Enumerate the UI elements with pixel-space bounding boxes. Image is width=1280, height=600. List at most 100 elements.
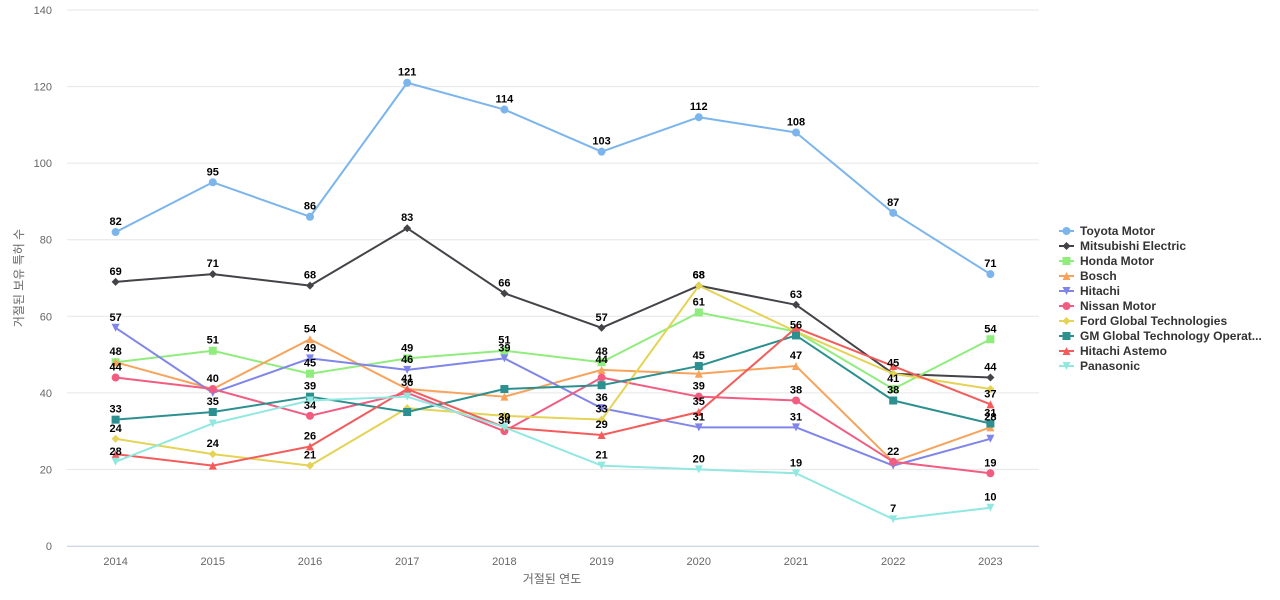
data-point[interactable]: [889, 362, 898, 371]
data-point[interactable]: [306, 369, 314, 378]
data-point[interactable]: [694, 423, 703, 432]
legend-item[interactable]: Hitachi: [1059, 284, 1120, 298]
data-point[interactable]: [306, 411, 314, 420]
data-point[interactable]: [694, 281, 703, 290]
legend-item[interactable]: Mitsubishi Electric: [1059, 239, 1186, 253]
legend-item[interactable]: GM Global Technology Operat...: [1059, 329, 1262, 343]
data-point[interactable]: [986, 419, 995, 428]
data-point[interactable]: [500, 411, 509, 420]
data-point[interactable]: [208, 270, 217, 279]
data-point[interactable]: [792, 323, 800, 332]
data-point[interactable]: [694, 113, 703, 122]
data-point[interactable]: [403, 408, 412, 416]
data-point[interactable]: [306, 281, 314, 290]
data-point[interactable]: [500, 346, 509, 355]
data-point[interactable]: [403, 78, 412, 87]
data-point[interactable]: [208, 385, 217, 394]
legend-marker[interactable]: [1062, 272, 1071, 280]
legend-marker[interactable]: [1062, 302, 1071, 310]
data-point[interactable]: [792, 362, 800, 371]
data-point[interactable]: [306, 461, 314, 470]
data-point[interactable]: [694, 369, 703, 378]
data-point[interactable]: [208, 346, 217, 355]
data-point[interactable]: [208, 419, 217, 428]
data-point[interactable]: [403, 365, 412, 374]
data-point[interactable]: [889, 208, 898, 217]
data-point[interactable]: [889, 396, 898, 405]
data-point[interactable]: [597, 147, 606, 156]
data-point[interactable]: [306, 396, 314, 405]
legend-item[interactable]: Panasonic: [1059, 359, 1140, 373]
data-point[interactable]: [306, 212, 314, 221]
legend-item[interactable]: Nissan Motor: [1059, 299, 1156, 313]
data-point[interactable]: [986, 434, 995, 443]
legend-item[interactable]: Honda Motor: [1059, 254, 1154, 268]
data-point[interactable]: [403, 224, 412, 233]
data-point[interactable]: [500, 354, 509, 363]
data-point[interactable]: [792, 469, 800, 478]
data-point[interactable]: [889, 385, 898, 394]
data-point[interactable]: [597, 358, 606, 367]
data-point[interactable]: [111, 415, 120, 424]
data-point[interactable]: [986, 373, 995, 382]
data-point[interactable]: [597, 381, 606, 390]
data-point[interactable]: [986, 385, 995, 394]
data-point[interactable]: [500, 423, 509, 432]
data-point[interactable]: [597, 430, 606, 439]
data-point[interactable]: [792, 423, 800, 432]
legend-marker[interactable]: [1062, 242, 1071, 250]
data-point[interactable]: [111, 323, 120, 332]
data-point[interactable]: [111, 373, 120, 382]
data-point[interactable]: [403, 392, 412, 401]
data-point[interactable]: [306, 442, 314, 451]
data-point[interactable]: [500, 289, 509, 298]
data-point[interactable]: [403, 354, 412, 363]
data-point[interactable]: [792, 300, 800, 309]
data-point[interactable]: [208, 450, 217, 459]
data-point[interactable]: [208, 408, 217, 416]
data-point[interactable]: [889, 369, 898, 378]
data-point[interactable]: [111, 434, 120, 443]
data-point[interactable]: [986, 469, 995, 478]
legend-marker[interactable]: [1062, 257, 1071, 265]
legend-marker[interactable]: [1062, 317, 1071, 325]
data-point[interactable]: [986, 503, 995, 512]
legend-item[interactable]: Ford Global Technologies: [1059, 314, 1227, 328]
legend-marker[interactable]: [1062, 347, 1071, 355]
data-point[interactable]: [500, 105, 509, 114]
data-point[interactable]: [792, 396, 800, 405]
data-point[interactable]: [111, 457, 120, 466]
data-point[interactable]: [694, 465, 703, 474]
data-point[interactable]: [500, 392, 509, 401]
data-point[interactable]: [889, 457, 898, 466]
legend-marker[interactable]: [1062, 332, 1071, 340]
legend-item[interactable]: Bosch: [1059, 269, 1117, 283]
data-point[interactable]: [694, 408, 703, 416]
data-point[interactable]: [111, 228, 120, 237]
legend-item[interactable]: Hitachi Astemo: [1059, 344, 1167, 358]
data-point[interactable]: [111, 450, 120, 459]
data-point[interactable]: [597, 415, 606, 424]
data-point[interactable]: [792, 331, 800, 340]
legend-marker[interactable]: [1062, 227, 1071, 235]
data-point[interactable]: [889, 515, 898, 524]
data-point[interactable]: [111, 358, 120, 367]
data-point[interactable]: [306, 335, 314, 344]
data-point[interactable]: [694, 362, 703, 371]
data-point[interactable]: [986, 335, 995, 344]
legend-marker[interactable]: [1062, 287, 1071, 295]
data-point[interactable]: [986, 270, 995, 279]
data-point[interactable]: [597, 323, 606, 332]
data-point[interactable]: [694, 392, 703, 401]
data-point[interactable]: [208, 178, 217, 187]
data-point[interactable]: [597, 461, 606, 470]
data-point[interactable]: [597, 404, 606, 413]
data-point[interactable]: [694, 308, 703, 317]
data-point[interactable]: [986, 400, 995, 409]
legend-marker[interactable]: [1062, 362, 1071, 370]
data-point[interactable]: [597, 373, 606, 382]
data-point[interactable]: [403, 385, 412, 394]
data-point[interactable]: [111, 277, 120, 286]
legend-item[interactable]: Toyota Motor: [1059, 224, 1155, 238]
